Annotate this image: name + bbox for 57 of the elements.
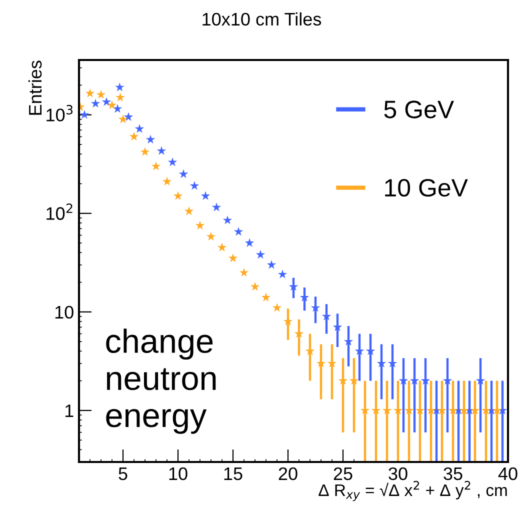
point xyxy=(140,147,150,156)
point xyxy=(173,191,183,200)
point xyxy=(116,92,125,102)
x-tick-label: 10 xyxy=(169,467,188,480)
point xyxy=(96,90,106,99)
point xyxy=(146,134,156,144)
point xyxy=(80,110,90,119)
point xyxy=(124,112,134,121)
point xyxy=(266,260,276,269)
point xyxy=(162,176,172,186)
x-tick-label: 25 xyxy=(334,467,352,480)
y-tick-label: 1 xyxy=(65,404,74,418)
point xyxy=(250,282,260,291)
point xyxy=(190,181,200,190)
point xyxy=(234,226,244,236)
point xyxy=(129,132,139,141)
point xyxy=(102,97,112,106)
x-tick-label: 40 xyxy=(498,467,518,480)
x-tick-label: 35 xyxy=(444,467,462,480)
x-tick-label: 20 xyxy=(278,467,298,480)
point xyxy=(184,206,194,216)
x-axis-title: Δ R$_{xy}$ = √Δ x$^{2}$ + Δ y$^{2}$ , cm xyxy=(318,480,507,502)
legend-label: 10 GeV xyxy=(385,178,468,197)
y-tick-label: 10$^{3}$ xyxy=(46,104,73,122)
y-axis-title: Entries xyxy=(28,60,42,115)
point xyxy=(256,250,266,259)
point xyxy=(195,220,205,230)
point xyxy=(272,302,282,312)
y-tick-label: 10$^{2}$ xyxy=(46,203,72,220)
point xyxy=(222,215,232,224)
x-tick-label: 5 xyxy=(118,468,128,480)
annotation: change neutron energy xyxy=(106,328,216,434)
point xyxy=(115,82,124,92)
x-tick-label: 30 xyxy=(388,467,408,480)
point xyxy=(200,191,210,200)
point xyxy=(244,238,254,247)
y-tick-label: 10 xyxy=(55,306,74,319)
point xyxy=(107,100,117,110)
point xyxy=(261,292,271,302)
point xyxy=(206,232,216,241)
point xyxy=(90,98,100,108)
point xyxy=(168,157,178,166)
x-tick-label: 15 xyxy=(224,468,242,480)
point xyxy=(85,88,95,98)
point xyxy=(156,146,166,155)
point xyxy=(112,104,122,113)
point xyxy=(217,242,227,252)
point xyxy=(178,169,188,178)
point xyxy=(228,253,238,262)
chart-title: 10x10 cm Tiles xyxy=(202,12,322,26)
point xyxy=(239,268,249,277)
point xyxy=(134,124,144,133)
legend-label: 5 GeV xyxy=(384,100,454,118)
point xyxy=(118,114,128,124)
point xyxy=(151,161,161,170)
point xyxy=(212,202,222,212)
point xyxy=(278,270,288,278)
